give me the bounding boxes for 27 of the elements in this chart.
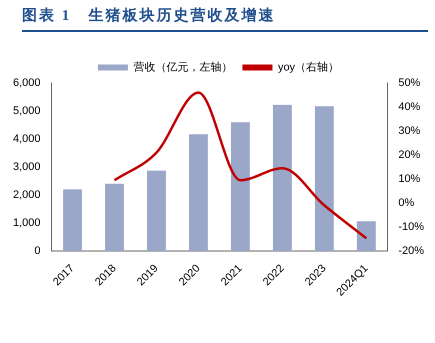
y2-tick-label: 40%	[398, 101, 421, 114]
bar	[188, 134, 208, 251]
y-tick-label: 5,000	[12, 105, 41, 118]
y2-tick-label: 0%	[398, 197, 414, 210]
chart-title: 图表 1 生猪板块历史营收及增速	[22, 6, 428, 32]
y2-tick-label: 10%	[398, 173, 421, 186]
bar	[314, 106, 334, 251]
y2-tick-label: -20%	[398, 245, 424, 258]
y2-tick-label: 20%	[398, 149, 421, 162]
bar	[147, 170, 166, 251]
line-series	[113, 91, 368, 240]
legend-label: yoy（右轴）	[278, 60, 340, 74]
y2-tick-label: 30%	[398, 125, 421, 138]
y-tick-label: 3,000	[12, 161, 41, 174]
bar	[105, 184, 124, 251]
y2-tick-label: -10%	[398, 221, 424, 234]
y-tick-label: 1,000	[12, 217, 41, 230]
bar	[272, 104, 292, 251]
y-tick-label: 6,000	[12, 77, 41, 90]
y-tick-label: 2,000	[12, 189, 41, 202]
bar	[230, 122, 250, 251]
y-tick-label: 4,000	[12, 133, 41, 146]
y2-tick-label: 50%	[398, 77, 421, 90]
bar	[63, 189, 82, 251]
bar	[356, 221, 376, 251]
y-tick-label: 0	[34, 245, 41, 258]
legend-label: 营收（亿元，左轴）	[133, 60, 232, 74]
